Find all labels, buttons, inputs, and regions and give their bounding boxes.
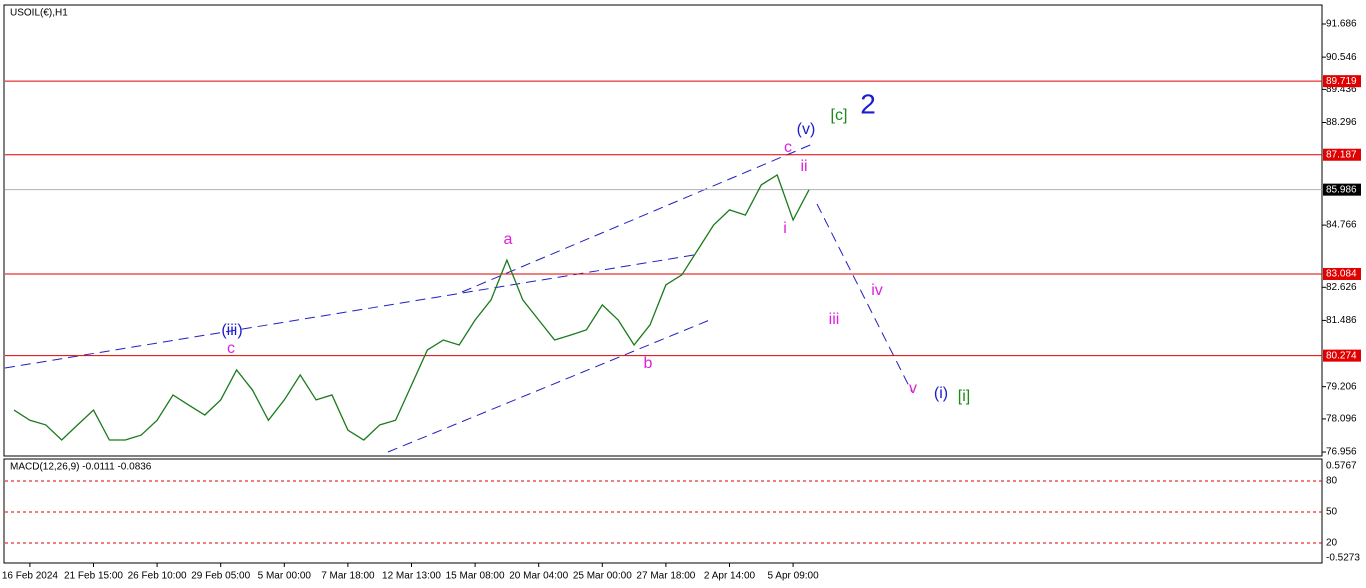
- trend-line: [816, 203, 913, 393]
- wave-label: c: [784, 139, 792, 156]
- wave-label: v: [909, 380, 917, 397]
- x-tick-label: 25 Mar 00:00: [573, 571, 632, 582]
- wave-label: 2: [860, 88, 876, 119]
- wave-label: (i): [934, 385, 948, 402]
- indicator-scale-label: 50: [1326, 507, 1338, 518]
- trend-lines: [4, 142, 913, 453]
- y-tick-label: 82.626: [1326, 282, 1357, 293]
- wave-label: [i]: [958, 388, 970, 405]
- chart-title: USOIL(€),H1: [10, 8, 68, 19]
- y-tick-label: 90.546: [1326, 52, 1357, 63]
- wave-label: iii: [829, 311, 840, 328]
- level-label: 85.986: [1326, 184, 1357, 195]
- level-label: 89.719: [1326, 76, 1357, 87]
- level-box: [1323, 148, 1361, 161]
- x-tick-label: 7 Mar 18:00: [321, 571, 375, 582]
- wave-label: b: [644, 355, 653, 372]
- wave-label: ii: [800, 158, 807, 175]
- wave-label: (iii): [221, 322, 242, 339]
- level-box: [1323, 75, 1361, 88]
- y-tick-label: 89.436: [1326, 84, 1357, 95]
- indicator-panel: [3, 458, 1323, 564]
- x-tick-label: 16 Feb 2024: [2, 571, 59, 582]
- level-label: 87.187: [1326, 149, 1357, 160]
- x-tick-label: 5 Apr 09:00: [768, 571, 820, 582]
- level-box: [1323, 267, 1361, 280]
- y-tick-label: 79.206: [1326, 381, 1357, 392]
- indicator-label: MACD(12,26,9) -0.0111 -0.0836: [10, 462, 152, 473]
- x-tick-label: 27 Mar 18:00: [636, 571, 695, 582]
- wave-label: c: [227, 340, 235, 357]
- trend-line: [387, 318, 713, 453]
- price-line: [13, 174, 810, 441]
- level-box: [1323, 349, 1361, 362]
- y-tick-label: 81.486: [1326, 315, 1357, 326]
- wave-label: iv: [871, 282, 883, 299]
- wave-label: i: [783, 220, 787, 237]
- x-tick-label: 29 Feb 05:00: [191, 571, 250, 582]
- wave-label: (v): [797, 121, 816, 138]
- x-tick-label: 5 Mar 00:00: [258, 571, 312, 582]
- level-label: 80.274: [1326, 350, 1357, 361]
- x-tick-label: 21 Feb 15:00: [64, 571, 123, 582]
- y-tick-label: 91.686: [1326, 19, 1357, 30]
- indicator-scale-label: -0.5273: [1326, 553, 1360, 564]
- x-tick-label: 15 Mar 08:00: [446, 571, 505, 582]
- indicator-scale-label: 20: [1326, 538, 1338, 549]
- x-tick-label: 26 Feb 10:00: [128, 571, 187, 582]
- y-tick-label: 78.096: [1326, 414, 1357, 425]
- y-tick-label: 76.956: [1326, 447, 1357, 458]
- wave-label: [c]: [831, 107, 848, 124]
- trend-line: [4, 253, 701, 369]
- y-tick-label: 88.296: [1326, 117, 1357, 128]
- indicator-scale-label: 80: [1326, 476, 1338, 487]
- x-tick-label: 2 Apr 14:00: [704, 571, 756, 582]
- x-tick-label: 12 Mar 13:00: [382, 571, 441, 582]
- level-box: [1323, 183, 1361, 196]
- x-tick-label: 20 Mar 04:00: [509, 571, 568, 582]
- level-label: 83.084: [1326, 269, 1357, 280]
- main-panel: [3, 4, 1323, 457]
- y-tick-label: 84.766: [1326, 220, 1357, 231]
- indicator-scale-label: 0.5767: [1326, 461, 1357, 472]
- wave-label: a: [504, 231, 513, 248]
